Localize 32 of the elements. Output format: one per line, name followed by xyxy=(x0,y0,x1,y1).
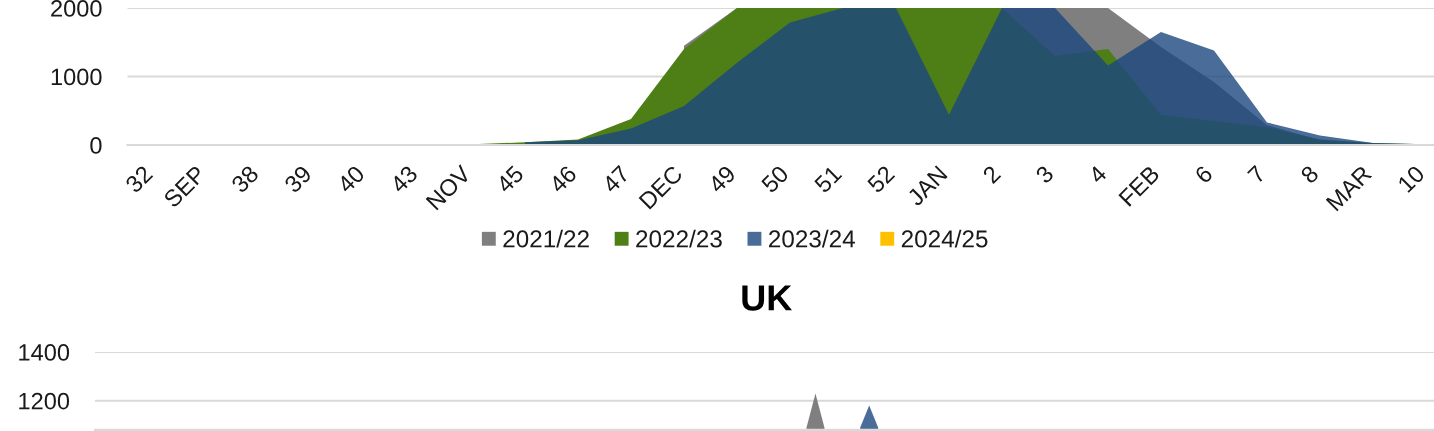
legend-label: 2022/23 xyxy=(636,229,722,248)
x-tick-label: 49 xyxy=(707,164,737,194)
y-tick-label: 2000 xyxy=(51,0,102,17)
x-tick-label: 50 xyxy=(760,164,790,194)
x-tick-label: 4 xyxy=(1087,164,1108,185)
x-tick-label: JAN xyxy=(906,165,948,207)
x-tick-label: 6 xyxy=(1193,164,1214,185)
chart-title: UK xyxy=(742,285,792,311)
x-tick-label: 38 xyxy=(230,164,260,194)
x-tick-label: 47 xyxy=(601,164,631,194)
x-tick-label: 32 xyxy=(124,164,154,194)
x-tick-label: 8 xyxy=(1299,164,1320,185)
y-tick-label: 1000 xyxy=(51,68,102,86)
x-tick-label: 40 xyxy=(336,164,366,194)
x-tick-label: 52 xyxy=(866,164,896,194)
y-tick-label: 1400 xyxy=(19,344,70,361)
x-tick-label: 10 xyxy=(1397,164,1426,194)
x-tick-label: 39 xyxy=(283,164,313,194)
legend-label: 2021/22 xyxy=(503,229,589,248)
x-tick-label: 46 xyxy=(548,164,578,194)
legend-label: 2023/24 xyxy=(769,229,855,248)
x-tick-label: 51 xyxy=(813,164,843,194)
x-tick-label: 2 xyxy=(981,164,1002,184)
x-tick-label: 45 xyxy=(495,164,525,194)
legend-label: 2024/25 xyxy=(901,229,988,248)
y-tick-label: 1200 xyxy=(19,392,70,410)
x-tick-label: 7 xyxy=(1247,164,1267,184)
x-tick-label: SEP xyxy=(162,164,207,209)
x-tick-label: 43 xyxy=(389,164,419,194)
x-tick-label: 3 xyxy=(1034,164,1055,185)
y-tick-label: 0 xyxy=(90,137,102,154)
x-tick-label: FEB xyxy=(1118,164,1161,207)
